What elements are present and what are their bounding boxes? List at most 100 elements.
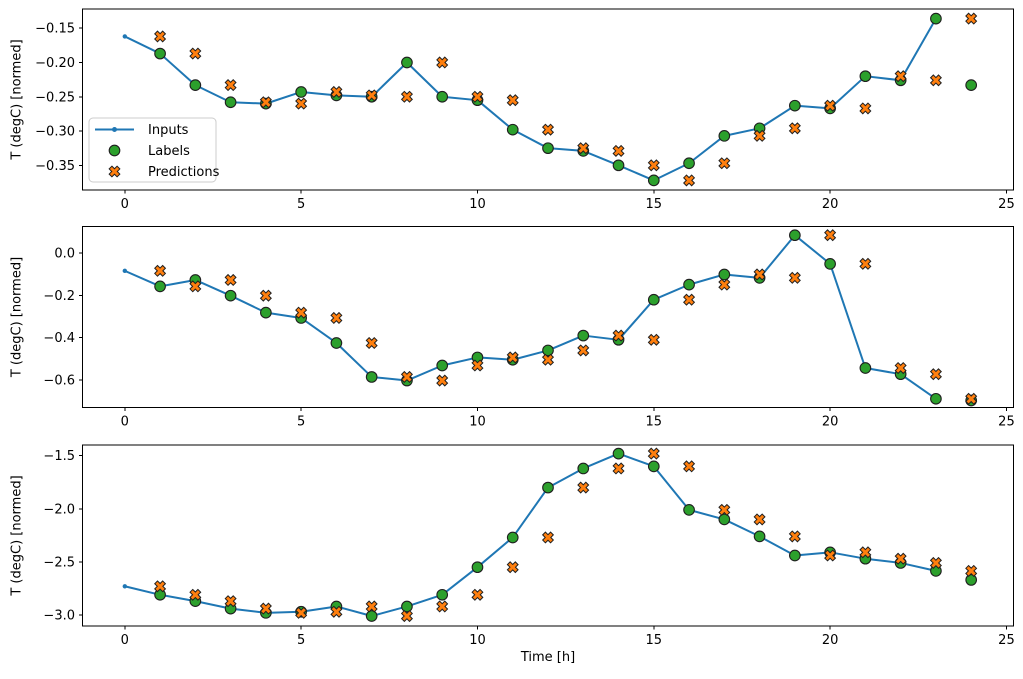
predictions-marker <box>612 329 625 342</box>
predictions-marker <box>824 99 837 112</box>
predictions-marker <box>471 359 484 372</box>
y-tick-label: −0.2 <box>43 289 75 304</box>
x-tick-label: 15 <box>646 633 663 648</box>
predictions-marker <box>647 447 660 460</box>
labels-marker <box>930 12 942 25</box>
labels-marker <box>683 504 695 516</box>
inputs-line <box>124 452 937 618</box>
predictions-marker <box>365 336 378 350</box>
plot-border <box>82 444 1014 627</box>
plot-border <box>82 226 1014 408</box>
labels-marker <box>965 574 978 586</box>
y-tick-label: −0.15 <box>35 22 75 37</box>
predictions-marker <box>612 144 625 157</box>
labels-marker <box>612 447 625 460</box>
labels-marker <box>789 99 801 112</box>
predictions-marker <box>718 157 731 170</box>
y-axis-label: T (degC) [normed] <box>10 39 25 160</box>
predictions-marker <box>683 460 696 473</box>
predictions-marker <box>506 351 519 364</box>
legend-circle-icon <box>108 144 121 157</box>
labels-marker <box>224 96 237 109</box>
labels-marker <box>577 462 590 475</box>
labels-marker <box>647 174 660 187</box>
labels-marker <box>401 600 413 613</box>
predictions-marker <box>259 289 272 302</box>
inputs-dot-marker <box>122 584 128 589</box>
predictions-marker <box>788 122 801 135</box>
labels-marker <box>542 142 554 155</box>
predictions-marker <box>683 174 696 187</box>
y-tick-label: −0.30 <box>35 125 75 140</box>
labels-marker <box>753 530 766 543</box>
predictions-marker <box>718 503 731 516</box>
labels-marker <box>683 278 695 291</box>
predictions-marker <box>894 361 907 375</box>
labels-marker <box>260 306 272 319</box>
predictions-marker <box>436 600 449 613</box>
predictions-marker <box>224 595 237 608</box>
x-tick-label: 0 <box>121 197 129 212</box>
labels-marker <box>154 47 166 60</box>
labels-marker <box>154 280 166 293</box>
predictions-marker <box>471 588 484 601</box>
y-tick-label: −2.0 <box>43 502 75 517</box>
labels-marker <box>577 329 590 342</box>
subplot-1: −0.15 −0.20 −0.25 −0.30 −0.35 0 5 10 15 20 25 T (de… <box>10 8 1015 212</box>
labels-marker <box>930 392 942 405</box>
predictions-marker <box>541 353 555 366</box>
predictions-marker <box>647 333 660 346</box>
predictions-marker <box>753 268 766 281</box>
x-tick-label: 5 <box>297 415 305 430</box>
labels-marker <box>365 610 378 622</box>
labels-marker <box>224 289 237 302</box>
predictions-marker <box>295 97 308 110</box>
labels-marker <box>436 588 449 601</box>
subplot-3: −1.5 −2.0 −2.5 −3.0 0 5 10 15 20 25 T (degC) [norm… <box>10 444 1015 648</box>
predictions-marker <box>929 74 942 87</box>
y-tick-label: −1.5 <box>43 449 75 464</box>
x-tick-label: 10 <box>469 633 486 648</box>
labels-marker <box>824 257 836 270</box>
labels-marker <box>965 79 978 91</box>
predictions-marker <box>788 271 801 284</box>
predictions-marker <box>929 556 942 569</box>
labels-marker <box>718 513 731 526</box>
labels-marker <box>295 86 307 98</box>
predictions-marker <box>365 89 378 102</box>
labels-marker <box>859 362 872 374</box>
predictions-marker <box>330 605 343 618</box>
predictions-marker <box>506 561 519 574</box>
labels-marker <box>789 229 801 242</box>
labels-marker <box>683 157 695 170</box>
legend-box <box>88 117 217 183</box>
predictions-marker <box>295 606 308 619</box>
predictions-marker <box>577 142 590 155</box>
predictions-marker <box>859 102 872 115</box>
x-tick-label: 5 <box>297 633 305 648</box>
y-tick-label: −0.6 <box>43 374 75 389</box>
y-tick-label: −2.5 <box>43 555 75 570</box>
y-tick-label: −3.0 <box>43 608 75 623</box>
predictions-marker <box>259 96 272 109</box>
y-tick-label: −0.35 <box>35 159 75 174</box>
legend-x-icon <box>108 165 121 178</box>
legend: Inputs Labels Predictions <box>88 117 220 183</box>
y-axis-label: T (degC) [normed] <box>10 475 25 596</box>
predictions-marker <box>154 30 167 43</box>
predictions-marker <box>577 344 590 357</box>
predictions-marker <box>824 549 837 562</box>
labels-marker <box>542 344 554 357</box>
labels-marker <box>471 561 484 574</box>
labels-marker <box>436 90 449 103</box>
predictions-marker <box>541 531 555 544</box>
predictions-marker <box>400 609 413 623</box>
predictions-marker <box>683 293 696 306</box>
x-tick-label: 10 <box>469 415 486 430</box>
labels-marker <box>647 460 660 473</box>
labels-marker <box>789 549 801 562</box>
x-tick-label: 25 <box>998 415 1015 430</box>
x-tick-label: 0 <box>121 633 129 648</box>
predictions-marker <box>365 600 378 613</box>
